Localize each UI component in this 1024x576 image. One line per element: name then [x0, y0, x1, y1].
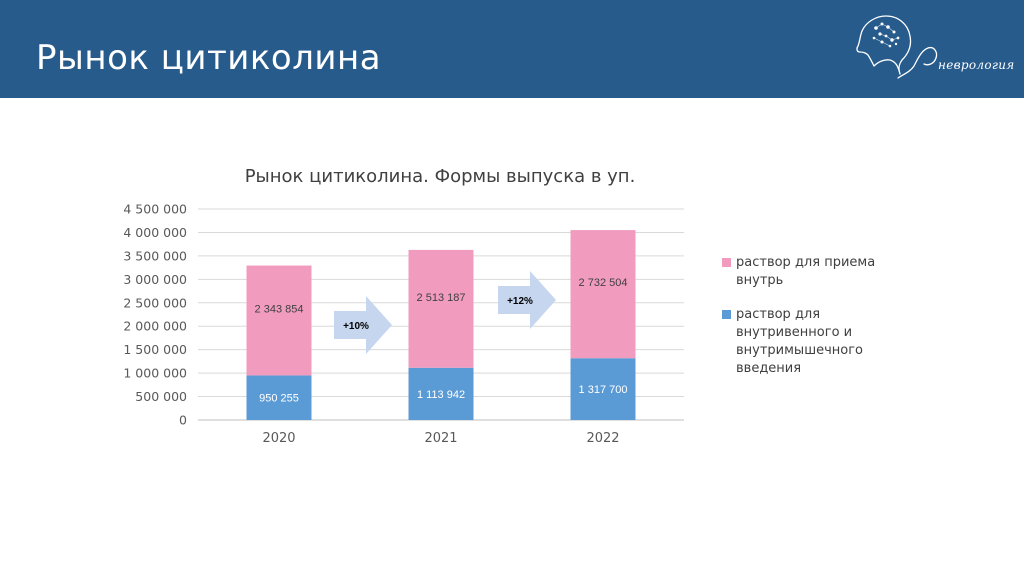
data-label: 1 317 700: [579, 384, 628, 396]
bar-injection: [408, 367, 474, 420]
growth-label: +12%: [507, 296, 533, 307]
chart-title: Рынок цитиколина. Формы выпуска в уп.: [245, 166, 636, 187]
x-tick-label: 2022: [586, 431, 619, 446]
legend-label-injection: раствор для внутривенного и внутримышечн…: [736, 307, 864, 376]
logo-text: неврология: [938, 58, 1015, 72]
header-bar: [0, 0, 1024, 98]
bar-oral: [408, 249, 474, 368]
chart-legend: раствор для приема внутрь раствор для вн…: [722, 254, 912, 394]
y-tick-label: 2 000 000: [123, 319, 187, 334]
growth-label: +10%: [343, 321, 369, 332]
bar-injection: [570, 358, 636, 420]
y-tick-label: 3 500 000: [123, 248, 187, 263]
legend-item-injection: раствор для внутривенного и внутримышечн…: [722, 306, 912, 378]
data-label: 2 732 504: [579, 277, 628, 289]
y-tick-label: 1 000 000: [123, 366, 187, 381]
x-tick-label: 2020: [262, 431, 295, 446]
neurology-logo: [856, 15, 938, 79]
y-tick-label: 500 000: [135, 389, 187, 404]
y-tick-label: 1 500 000: [123, 342, 187, 357]
legend-swatch-injection: [722, 310, 731, 319]
data-label: 2 513 187: [417, 292, 466, 304]
legend-label-oral: раствор для приема внутрь: [736, 255, 876, 288]
y-tick-label: 0: [179, 413, 187, 428]
bar-oral: [246, 265, 312, 376]
data-label: 2 343 854: [255, 303, 304, 315]
bar-oral: [570, 230, 636, 359]
legend-swatch-oral: [722, 258, 731, 267]
y-tick-label: 4 500 000: [123, 202, 187, 217]
bar-injection: [246, 375, 312, 420]
y-tick-label: 4 000 000: [123, 225, 187, 240]
y-tick-label: 2 500 000: [123, 295, 187, 310]
legend-item-oral: раствор для приема внутрь: [722, 254, 912, 290]
y-tick-label: 3 000 000: [123, 272, 187, 287]
x-tick-label: 2021: [424, 431, 457, 446]
growth-arrow-icon: [334, 296, 392, 354]
data-label: 950 255: [259, 393, 299, 405]
growth-arrow-icon: [498, 271, 556, 329]
page-title: Рынок цитиколина: [36, 38, 382, 78]
data-label: 1 113 942: [417, 389, 465, 401]
